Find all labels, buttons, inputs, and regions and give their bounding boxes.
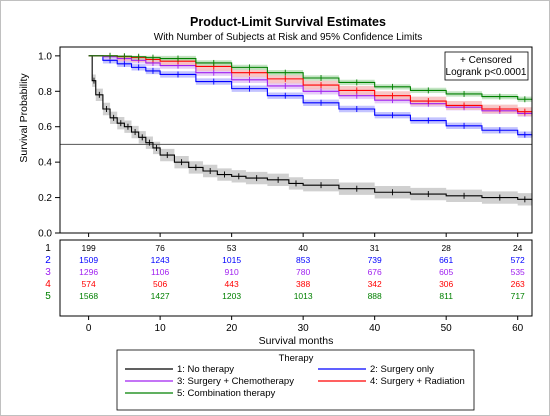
censor-marks bbox=[93, 52, 526, 203]
legend-label-series-4: 4: Surgery + Radiation bbox=[370, 376, 465, 387]
at-risk-row-id: 3 bbox=[45, 267, 51, 278]
legend: Therapy 1: No therapy 2: Surgery only 3: S… bbox=[116, 349, 475, 411]
at-risk-count: 780 bbox=[296, 267, 310, 277]
at-risk-count: 76 bbox=[155, 243, 165, 253]
censored-note: + Censored bbox=[460, 55, 512, 66]
at-risk-count: 31 bbox=[370, 243, 380, 253]
legend-label-series-1: 1: No therapy bbox=[177, 364, 234, 375]
at-risk-count: 263 bbox=[511, 279, 525, 289]
at-risk-count: 717 bbox=[511, 291, 525, 301]
y-tick-label: 0.6 bbox=[38, 122, 52, 133]
at-risk-row-id: 4 bbox=[45, 279, 51, 290]
at-risk-count: 739 bbox=[368, 255, 382, 265]
x-tick-label: 60 bbox=[512, 323, 524, 334]
at-risk-count: 306 bbox=[439, 279, 453, 289]
y-tick-label: 0.4 bbox=[38, 158, 52, 169]
at-risk-count: 1203 bbox=[222, 291, 241, 301]
at-risk-count: 661 bbox=[439, 255, 453, 265]
x-axis-ticks bbox=[88, 233, 519, 237]
legend-label-series-5: 5: Combination therapy bbox=[177, 388, 275, 399]
at-risk-count: 342 bbox=[368, 279, 382, 289]
logrank-note: Logrank p<0.0001 bbox=[446, 67, 527, 78]
at-risk-count: 53 bbox=[227, 243, 237, 253]
at-risk-count: 1015 bbox=[222, 255, 241, 265]
at-risk-count: 910 bbox=[225, 267, 239, 277]
at-risk-count: 853 bbox=[296, 255, 310, 265]
band-series-5 bbox=[88, 55, 532, 103]
at-risk-count: 1013 bbox=[294, 291, 313, 301]
band-series-4 bbox=[88, 55, 532, 117]
y-axis-label: Survival Probability bbox=[18, 73, 30, 163]
confidence-bands bbox=[88, 55, 532, 207]
at-risk-count: 1568 bbox=[79, 291, 98, 301]
x-tick-label: 10 bbox=[155, 323, 167, 334]
inset-frame bbox=[444, 51, 529, 81]
at-risk-count: 574 bbox=[82, 279, 96, 289]
at-risk-row-id: 1 bbox=[45, 243, 51, 254]
at-risk-count: 535 bbox=[511, 267, 525, 277]
x-tick-label: 0 bbox=[86, 323, 92, 334]
at-risk-count: 1243 bbox=[151, 255, 170, 265]
curve-series-3 bbox=[88, 55, 533, 115]
chart-title: Product-Limit Survival Estimates bbox=[190, 15, 386, 29]
at-risk-row-id: 2 bbox=[45, 255, 51, 266]
legend-frame bbox=[116, 349, 475, 411]
x-tick-label: 30 bbox=[298, 323, 310, 334]
band-series-1 bbox=[88, 55, 532, 207]
legend-label-series-3: 3: Surgery + Chemotherapy bbox=[177, 376, 294, 387]
at-risk-count: 28 bbox=[441, 243, 451, 253]
x-axis-label: Survival months bbox=[259, 335, 334, 347]
y-tick-label: 0.8 bbox=[38, 87, 52, 98]
x-tick-label: 50 bbox=[441, 323, 453, 334]
legend-label-series-2: 2: Surgery only bbox=[370, 364, 434, 375]
plot-area bbox=[59, 46, 533, 234]
band-series-2 bbox=[88, 55, 532, 140]
y-tick-label: 0.0 bbox=[38, 229, 52, 240]
at-risk-row-id: 5 bbox=[45, 291, 51, 302]
x-tick-label: 20 bbox=[226, 323, 238, 334]
at-risk-count: 605 bbox=[439, 267, 453, 277]
x-tick-label: 40 bbox=[369, 323, 381, 334]
at-risk-count: 40 bbox=[298, 243, 308, 253]
inset-box: + Censored Logrank p<0.0001 bbox=[444, 51, 529, 81]
chart-subtitle: With Number of Subjects at Risk and 95% … bbox=[154, 32, 422, 43]
at-risk-count: 1427 bbox=[151, 291, 170, 301]
legend-items: 1: No therapy 2: Surgery only 3: Surgery +… bbox=[125, 364, 465, 399]
at-risk-count: 1509 bbox=[79, 255, 98, 265]
at-risk-count: 1106 bbox=[151, 267, 170, 277]
at-risk-count: 811 bbox=[439, 291, 453, 301]
at-risk-count: 199 bbox=[82, 243, 96, 253]
lower-x-axis-ticks: 0 10 20 30 40 50 60 bbox=[86, 316, 524, 334]
legend-title: Therapy bbox=[279, 353, 314, 364]
curve-series-2 bbox=[88, 55, 533, 137]
at-risk-count: 506 bbox=[153, 279, 167, 289]
at-risk-table: 1 199 76 53 40 31 28 242 1509 1243 1015 853 739 661 57… bbox=[45, 243, 525, 302]
y-tick-label: 0.2 bbox=[38, 193, 52, 204]
plot-frame bbox=[59, 46, 533, 234]
at-risk-count: 24 bbox=[513, 243, 523, 253]
y-tick-label: 1.0 bbox=[38, 51, 52, 62]
curve-series-1 bbox=[88, 55, 533, 201]
at-risk-frame bbox=[59, 239, 533, 317]
at-risk-count: 572 bbox=[511, 255, 525, 265]
at-risk-count: 888 bbox=[368, 291, 382, 301]
at-risk-count: 388 bbox=[296, 279, 310, 289]
at-risk-count: 676 bbox=[368, 267, 382, 277]
y-axis-ticks: 0.0 0.2 0.4 0.6 0.8 1.0 bbox=[38, 51, 60, 240]
at-risk-count: 443 bbox=[225, 279, 239, 289]
at-risk-count: 1296 bbox=[79, 267, 98, 277]
